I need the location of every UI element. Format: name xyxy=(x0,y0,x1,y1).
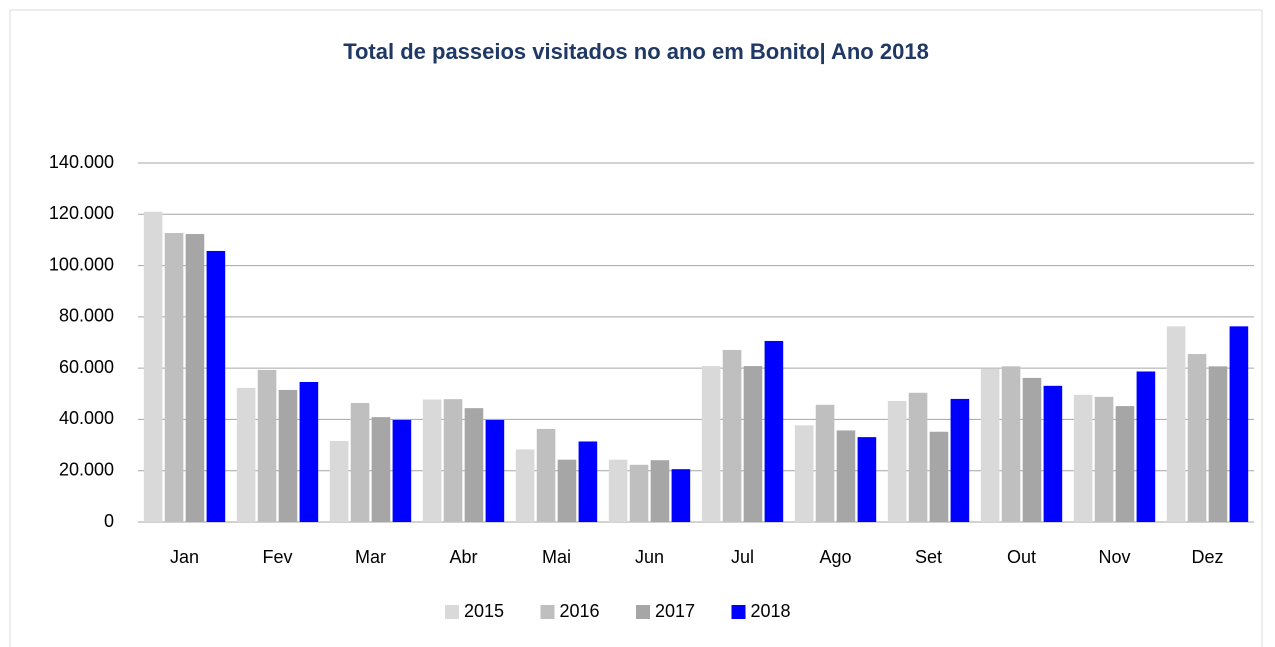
x-tick-label: Jan xyxy=(170,547,199,567)
bar xyxy=(1229,326,1249,522)
legend-label: 2015 xyxy=(464,601,504,621)
bar xyxy=(1166,326,1186,522)
bar xyxy=(929,431,949,522)
bar xyxy=(350,403,370,522)
y-tick-label: 40.000 xyxy=(59,408,114,428)
bar xyxy=(515,449,535,522)
x-tick-label: Mai xyxy=(542,547,571,567)
bar xyxy=(371,417,391,522)
legend-swatch xyxy=(445,605,459,619)
bar xyxy=(743,366,763,522)
bar xyxy=(950,398,970,522)
bar xyxy=(1073,394,1093,522)
bar xyxy=(299,381,319,522)
legend-label: 2018 xyxy=(751,601,791,621)
bar xyxy=(722,349,742,522)
legend-swatch xyxy=(540,605,555,619)
bar xyxy=(392,419,412,522)
bar xyxy=(329,440,349,522)
bar xyxy=(908,392,928,522)
bar xyxy=(1043,385,1063,522)
bar xyxy=(1208,366,1228,522)
bar xyxy=(1136,371,1156,522)
x-tick-label: Mar xyxy=(355,547,386,567)
x-tick-label: Dez xyxy=(1191,547,1223,567)
y-tick-label: 100.000 xyxy=(49,254,114,274)
bar xyxy=(857,437,877,522)
bar xyxy=(815,404,835,522)
y-tick-label: 120.000 xyxy=(49,203,114,223)
x-tick-label: Nov xyxy=(1098,547,1130,567)
bar xyxy=(980,368,1000,522)
bar xyxy=(1022,377,1042,522)
bar xyxy=(887,400,907,522)
bar xyxy=(185,234,205,523)
legend-swatch xyxy=(731,605,746,619)
bar xyxy=(1094,396,1114,522)
x-tick-label: Out xyxy=(1007,547,1036,567)
y-tick-label: 20.000 xyxy=(59,459,114,479)
bar xyxy=(422,399,442,522)
legend-label: 2016 xyxy=(560,601,600,621)
bar xyxy=(1001,366,1021,522)
bar xyxy=(794,425,814,522)
bar xyxy=(536,428,556,522)
bar xyxy=(236,387,256,522)
bar xyxy=(206,250,226,522)
y-tick-label: 140.000 xyxy=(49,152,114,172)
bar xyxy=(443,399,463,522)
bar xyxy=(701,366,721,522)
bar xyxy=(164,233,184,522)
y-tick-label: 60.000 xyxy=(59,357,114,377)
x-tick-label: Jun xyxy=(635,547,664,567)
bar xyxy=(836,430,856,522)
bar xyxy=(464,408,484,522)
bar xyxy=(143,211,163,522)
bar xyxy=(1187,354,1207,522)
bar xyxy=(629,464,649,522)
legend-label: 2017 xyxy=(655,601,695,621)
bar xyxy=(650,460,670,522)
bar xyxy=(764,340,784,522)
y-tick-label: 80.000 xyxy=(59,306,114,326)
bar xyxy=(608,459,628,522)
bar xyxy=(485,419,505,522)
bar xyxy=(278,389,298,522)
y-tick-label: 0 xyxy=(104,511,114,531)
chart-title: Total de passeios visitados no ano em Bo… xyxy=(343,39,929,64)
bar xyxy=(257,369,277,522)
x-tick-label: Ago xyxy=(819,547,851,567)
bar xyxy=(671,469,691,522)
x-tick-label: Abr xyxy=(449,547,477,567)
x-tick-label: Set xyxy=(915,547,942,567)
bar xyxy=(578,441,598,522)
bar xyxy=(1115,406,1135,522)
legend-swatch xyxy=(636,605,650,619)
x-tick-label: Jul xyxy=(731,547,754,567)
x-tick-label: Fev xyxy=(262,547,292,567)
bar xyxy=(557,459,577,522)
